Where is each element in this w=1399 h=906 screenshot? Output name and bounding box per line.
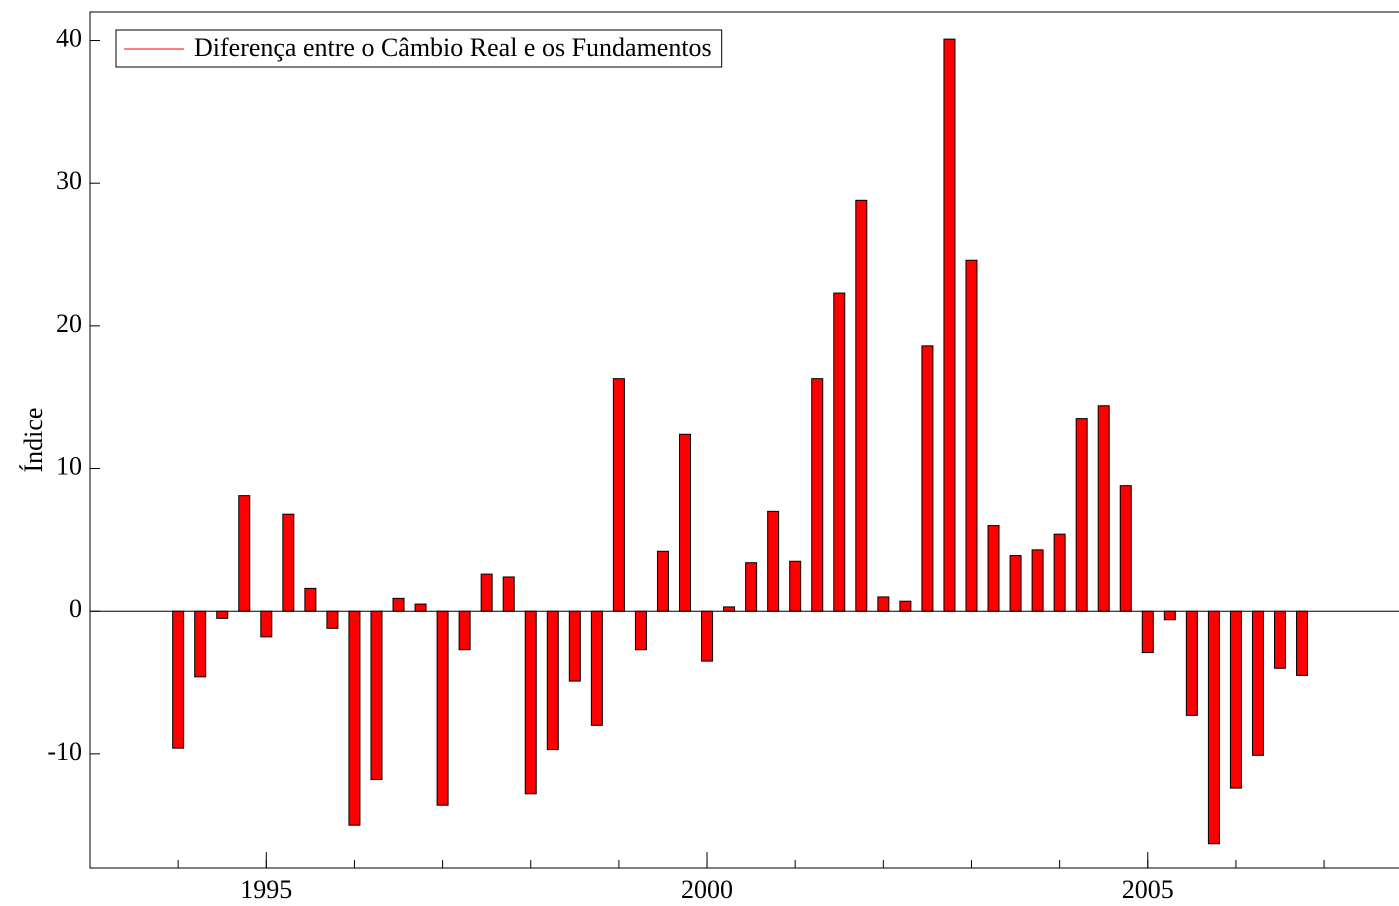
bar bbox=[480, 573, 493, 612]
y-tick-label: 0 bbox=[69, 594, 82, 623]
bar bbox=[238, 495, 251, 612]
bar bbox=[1097, 405, 1110, 612]
y-tick-label: 30 bbox=[56, 166, 82, 195]
bar bbox=[1141, 610, 1154, 654]
bar bbox=[1229, 610, 1242, 789]
legend-label: Diferença entre o Câmbio Real e os Funda… bbox=[194, 33, 712, 62]
bar bbox=[326, 610, 339, 629]
bar bbox=[392, 597, 405, 612]
bar bbox=[656, 550, 669, 612]
bar bbox=[767, 510, 780, 612]
bar bbox=[216, 610, 229, 619]
bar bbox=[899, 600, 912, 612]
x-tick-label: 1995 bbox=[240, 875, 292, 904]
bar bbox=[172, 610, 185, 749]
bar bbox=[590, 610, 603, 726]
bar bbox=[811, 378, 824, 612]
bar bbox=[943, 38, 956, 612]
bar bbox=[1185, 610, 1198, 716]
bar bbox=[1031, 549, 1044, 612]
bar bbox=[524, 610, 537, 795]
plot-frame bbox=[89, 11, 1399, 869]
bar bbox=[546, 610, 559, 751]
bar bbox=[194, 610, 207, 678]
bar bbox=[1009, 555, 1022, 612]
bar bbox=[282, 513, 295, 612]
bar bbox=[1251, 610, 1264, 756]
x-tick-label: 2005 bbox=[1122, 875, 1174, 904]
bar bbox=[348, 610, 361, 826]
bar bbox=[458, 610, 471, 651]
bar bbox=[370, 610, 383, 781]
bar bbox=[260, 610, 273, 638]
bar bbox=[745, 562, 758, 612]
bar bbox=[1053, 533, 1066, 612]
bar bbox=[436, 610, 449, 806]
bar bbox=[1119, 485, 1132, 612]
bar bbox=[679, 433, 691, 612]
bar bbox=[1075, 418, 1088, 612]
bar bbox=[502, 576, 515, 612]
bar bbox=[789, 560, 802, 612]
bar bbox=[1207, 610, 1220, 845]
bar bbox=[612, 378, 625, 612]
bar bbox=[987, 525, 1000, 612]
y-tick-label: -10 bbox=[47, 737, 82, 766]
bar bbox=[634, 610, 647, 651]
bar bbox=[414, 603, 427, 612]
y-axis-label: Índice bbox=[19, 408, 48, 473]
y-tick-label: 40 bbox=[56, 24, 82, 53]
bar bbox=[877, 596, 890, 612]
y-tick-label: 10 bbox=[56, 452, 82, 481]
bar bbox=[701, 610, 714, 662]
bar bbox=[833, 292, 846, 612]
bar bbox=[855, 199, 868, 612]
bar bbox=[1274, 610, 1286, 669]
x-tick-label: 2000 bbox=[681, 875, 733, 904]
bar bbox=[568, 610, 581, 682]
bar bbox=[1163, 610, 1176, 621]
bar bbox=[1296, 610, 1309, 676]
legend-box bbox=[115, 29, 723, 68]
bar bbox=[965, 259, 978, 612]
y-tick-label: 20 bbox=[56, 309, 82, 338]
bar bbox=[921, 345, 934, 612]
bar bbox=[304, 587, 317, 612]
bar bbox=[723, 606, 736, 612]
